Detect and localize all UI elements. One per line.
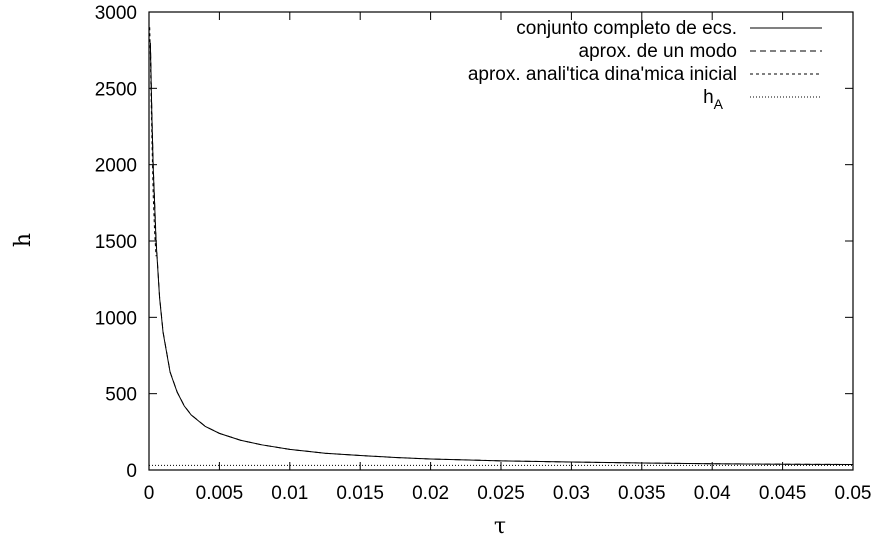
axis-ticks: 0 0.005 0.01 0.015 0.02 0.025 0.03 0.035 0.04 0.0… [95,3,872,504]
y-tick-label: 500 [105,385,137,406]
legend-label-h-a-main: h [703,87,714,108]
y-tick-label: 0 [126,461,137,482]
x-tick-label: 0.01 [271,483,308,504]
legend-label-analytic-initial: aprox. anali'tica dina'mica inicial [468,64,737,85]
series-analytic-initial [149,27,157,257]
series-one-mode [149,42,854,465]
legend-label-one-mode: aprox. de un modo [579,41,737,62]
x-axis-label: τ [494,514,506,539]
y-tick-label: 3000 [95,3,137,24]
series-layer [149,27,854,466]
y-tick-label: 1500 [95,232,137,253]
legend-label-h-a: hA [703,87,724,112]
x-tick-label: 0.03 [553,483,590,504]
legend-label-h-a-sub: A [714,96,724,112]
x-tick-label: 0.02 [412,483,449,504]
x-tick-label: 0.04 [694,483,731,504]
y-tick-label: 2500 [95,79,137,100]
y-axis-label: h [11,233,36,247]
x-tick-label: 0 [144,483,155,504]
legend: conjunto completo de ecs. aprox. de un m… [468,18,822,112]
x-tick-label: 0.005 [196,483,244,504]
x-tick-label: 0.015 [336,483,384,504]
x-tick-label: 0.035 [618,483,666,504]
x-tick-label: 0.05 [835,483,872,504]
x-tick-label: 0.045 [759,483,807,504]
y-tick-label: 1000 [95,308,137,329]
legend-label-full-equations: conjunto completo de ecs. [516,18,737,39]
series-full-equations [149,45,854,465]
x-tick-label: 0.025 [477,483,525,504]
y-tick-label: 2000 [95,156,137,177]
